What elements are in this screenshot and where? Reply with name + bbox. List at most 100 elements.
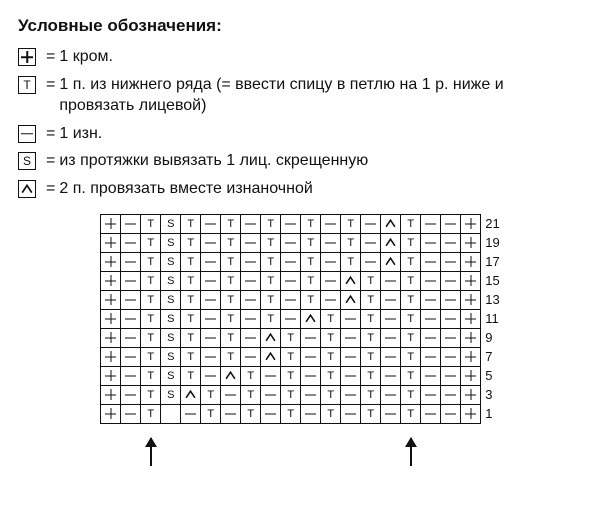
legend-text: 1 изн.	[59, 123, 582, 145]
chart-cell: T	[241, 366, 261, 385]
chart-cell	[121, 214, 141, 233]
chart-cell: T	[361, 271, 381, 290]
chart-cell	[241, 309, 261, 328]
chart-cell	[161, 404, 181, 423]
chart-cell: T	[341, 214, 361, 233]
chart-cell	[121, 271, 141, 290]
chart-cell	[321, 271, 341, 290]
row-numbers: 21191715131197531	[485, 214, 499, 423]
chart-cell	[201, 347, 221, 366]
chart-cell: T	[141, 290, 161, 309]
chart-cell	[421, 252, 441, 271]
chart-cell: S	[161, 328, 181, 347]
chart-cell	[121, 328, 141, 347]
chart-cell: T	[261, 271, 281, 290]
chart-cell: T	[141, 233, 161, 252]
chart-cell	[441, 385, 461, 404]
arrow-marker	[150, 438, 152, 466]
chart-cell	[461, 347, 481, 366]
chart-cell: T	[181, 214, 201, 233]
chart-cell	[281, 271, 301, 290]
chart-cell	[441, 309, 461, 328]
chart-cell	[461, 328, 481, 347]
chart-cell	[421, 271, 441, 290]
chart-cell	[341, 385, 361, 404]
chart-cell: T	[301, 271, 321, 290]
legend-list: =1 кром.T=1 п. из нижнего ряда (= ввести…	[18, 46, 582, 200]
chart-cell: T	[141, 271, 161, 290]
chart-cell	[421, 328, 441, 347]
chart-cell	[381, 404, 401, 423]
chart-cell: T	[281, 347, 301, 366]
chart-cell: S	[161, 252, 181, 271]
chart-cell: S	[161, 271, 181, 290]
chart-cell	[121, 347, 141, 366]
legend-title: Условные обозначения:	[18, 16, 582, 36]
chart-cell	[461, 233, 481, 252]
chart-cell	[381, 214, 401, 233]
chart-cell: T	[401, 309, 421, 328]
chart-cell	[301, 366, 321, 385]
chart-cell: T	[281, 404, 301, 423]
chart-cell	[201, 214, 221, 233]
chart-cell	[301, 385, 321, 404]
row-number: 19	[485, 233, 499, 252]
chart-cell: T	[401, 347, 421, 366]
legend-item: =1 кром.	[18, 46, 582, 68]
chart-cell: T	[281, 366, 301, 385]
chart-cell	[441, 290, 461, 309]
chart-cell: T	[181, 271, 201, 290]
chart-cell	[281, 233, 301, 252]
chart-container: TSTTTTTTTSTTTTTTTSTTTTTTTSTTTTTTTSTTTTTT…	[18, 214, 582, 466]
chart-cell: S	[161, 233, 181, 252]
chart-cell	[461, 252, 481, 271]
chart-cell: T	[221, 271, 241, 290]
legend-item: =2 п. провязать вместе изнаночной	[18, 178, 582, 200]
chart-cell: T	[321, 366, 341, 385]
chart-cell	[121, 290, 141, 309]
chart-cell	[381, 328, 401, 347]
chart-cell: T	[221, 252, 241, 271]
chart-cell: T	[401, 252, 421, 271]
chart-cell: T	[341, 252, 361, 271]
chart-cell	[261, 385, 281, 404]
chart-cell: T	[181, 290, 201, 309]
chart-cell: S	[161, 309, 181, 328]
row-number: 21	[485, 214, 499, 233]
chart-cell: S	[161, 290, 181, 309]
chart-cell	[101, 309, 121, 328]
chart-cell	[241, 271, 261, 290]
chart-cell: T	[401, 271, 421, 290]
chart-cell: T	[301, 214, 321, 233]
chart-cell: T	[281, 328, 301, 347]
chart-cell	[321, 233, 341, 252]
chart-cell	[201, 271, 221, 290]
row-number: 11	[485, 309, 499, 328]
chart-cell: T	[401, 214, 421, 233]
row-number: 17	[485, 252, 499, 271]
legend-text: из протяжки вывязать 1 лиц. скрещенную	[59, 150, 582, 172]
legend-text: 1 кром.	[59, 46, 582, 68]
chart-cell	[261, 347, 281, 366]
chart-cell	[101, 252, 121, 271]
chart-cell	[461, 366, 481, 385]
chart-cell	[321, 214, 341, 233]
chart-cell	[381, 385, 401, 404]
chart-cell: T	[181, 252, 201, 271]
chart-cell	[101, 404, 121, 423]
chart-cell	[341, 366, 361, 385]
chart-cell: T	[361, 366, 381, 385]
chart-cell	[201, 233, 221, 252]
chart-cell	[221, 404, 241, 423]
chart-cell: T	[181, 347, 201, 366]
chart-cell	[381, 290, 401, 309]
chart-cell	[261, 366, 281, 385]
arrow-marker	[410, 438, 412, 466]
chart-cell	[421, 366, 441, 385]
chart-cell	[101, 385, 121, 404]
arrow-markers	[100, 426, 480, 466]
chart-cell: T	[221, 328, 241, 347]
chart-cell	[301, 309, 321, 328]
row-number: 15	[485, 271, 499, 290]
row-number: 9	[485, 328, 499, 347]
